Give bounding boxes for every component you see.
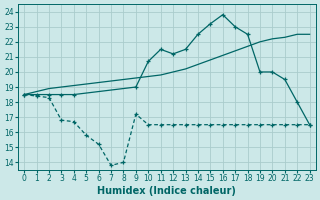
X-axis label: Humidex (Indice chaleur): Humidex (Indice chaleur) (98, 186, 236, 196)
